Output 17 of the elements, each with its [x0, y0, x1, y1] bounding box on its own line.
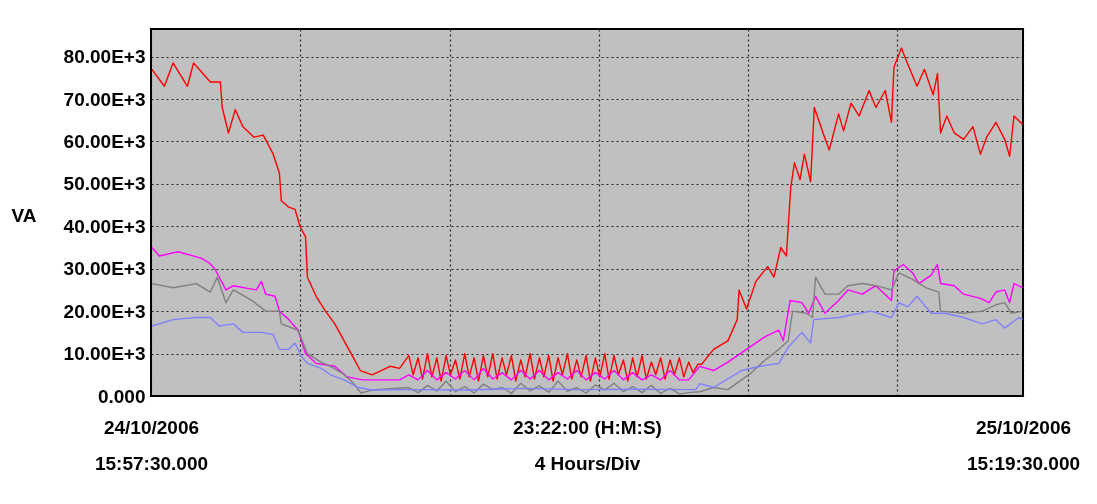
y-axis-title: VA: [11, 204, 37, 226]
y-tick-label: 70.00E+3: [63, 88, 146, 110]
y-tick-label: 0.000: [97, 385, 146, 407]
line-series: [151, 295, 1023, 391]
y-tick-label: 40.00E+3: [63, 215, 146, 237]
y-tick-label: 60.00E+3: [63, 130, 146, 152]
x-tick-label: 24/10/2006 15:57:30.000: [94, 416, 209, 474]
y-tick-label: 30.00E+3: [63, 258, 146, 280]
line-series: [151, 246, 1023, 381]
y-tick-label: 50.00E+3: [63, 173, 146, 195]
line-series: [151, 47, 1023, 382]
y-tick-label: 20.00E+3: [63, 300, 146, 322]
y-tick-label: 80.00E+3: [63, 46, 146, 68]
y-tick-label: 10.00E+3: [63, 343, 146, 365]
x-tick-label: 25/10/2006 15:19:30.000: [966, 416, 1081, 474]
line-series: [151, 272, 1023, 395]
x-axis-title: 23:22:00 (H:M:S) 4 Hours/Div: [513, 416, 662, 474]
